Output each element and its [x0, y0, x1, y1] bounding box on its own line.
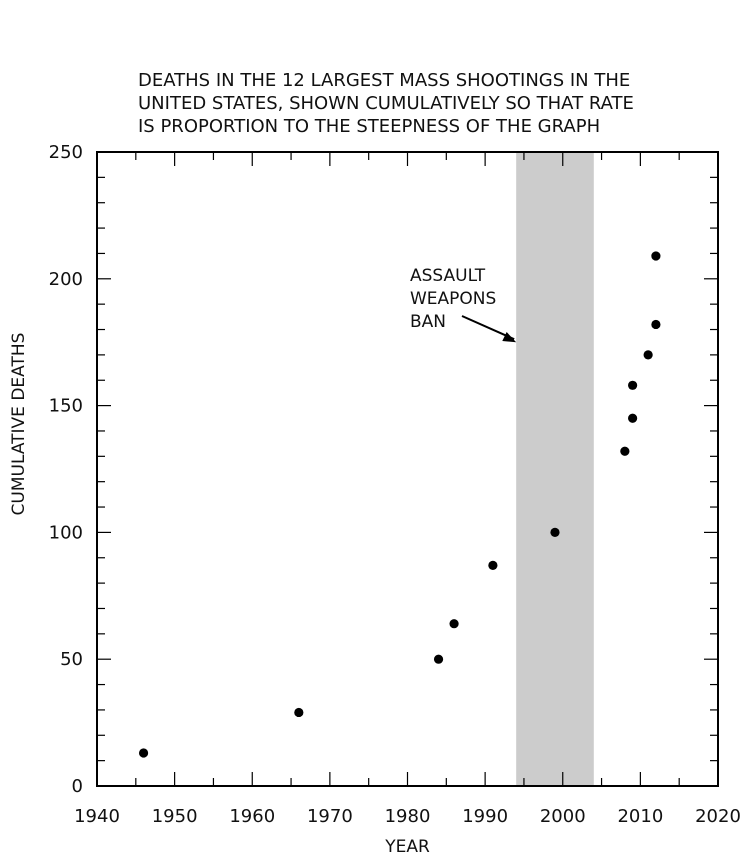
data-point [294, 707, 304, 718]
data-point [620, 446, 630, 456]
data-points [138, 251, 661, 758]
chart-title-line: DEATHS IN THE 12 LARGEST MASS SHOOTINGS … [138, 70, 630, 91]
shaded-region-group [516, 152, 594, 786]
data-point [433, 654, 444, 664]
plot-frame [96, 151, 719, 787]
annotation-text: WEAPONS [410, 289, 496, 309]
y-tick-label: 100 [49, 522, 83, 543]
x-tick-label: 1940 [74, 806, 120, 827]
data-point [628, 380, 638, 390]
x-tick-label: 1990 [462, 806, 508, 827]
chart-title-line: IS PROPORTION TO THE STEEPNESS OF THE GR… [138, 116, 600, 137]
y-tick-label: 150 [49, 396, 83, 417]
y-tick-label: 200 [49, 269, 83, 290]
y-tick-label: 250 [49, 142, 83, 163]
x-tick-label: 1980 [385, 806, 431, 827]
x-tick-label: 1950 [152, 806, 198, 827]
y-tick-label: 0 [72, 776, 83, 797]
chart-title: DEATHS IN THE 12 LARGEST MASS SHOOTINGS … [138, 70, 634, 137]
data-point [449, 619, 459, 629]
data-point [138, 748, 149, 758]
annotation-group: ASSAULT WEAPONS BAN [410, 266, 517, 343]
x-tick-label: 2010 [617, 806, 663, 827]
y-tick-label: 50 [60, 649, 83, 670]
x-tick-label: 2000 [540, 806, 586, 827]
plot-border [96, 151, 719, 787]
axis-labels: 0 50 100 150 200 250 1940 1950 1960 1970 1980 1990 2… [9, 142, 741, 857]
data-point [651, 319, 661, 330]
assault-weapons-ban-region [516, 152, 594, 786]
x-tick-label: 1970 [307, 806, 353, 827]
annotation-text: ASSAULT [410, 266, 486, 286]
data-point [550, 527, 560, 538]
y-axis-label: CUMULATIVE DEATHS [9, 333, 29, 516]
x-tick-label: 2020 [695, 806, 741, 827]
data-point [643, 350, 653, 360]
data-point [651, 251, 661, 261]
annotation-text: BAN [410, 312, 446, 332]
data-point [628, 413, 638, 423]
axis-ticks [96, 151, 719, 787]
x-tick-label: 1960 [229, 806, 275, 827]
data-point [488, 560, 498, 570]
x-axis-label: YEAR [384, 837, 430, 857]
chart-title-line: UNITED STATES, SHOWN CUMULATIVELY SO THA… [138, 93, 634, 114]
annotation-arrow-head [502, 332, 517, 343]
